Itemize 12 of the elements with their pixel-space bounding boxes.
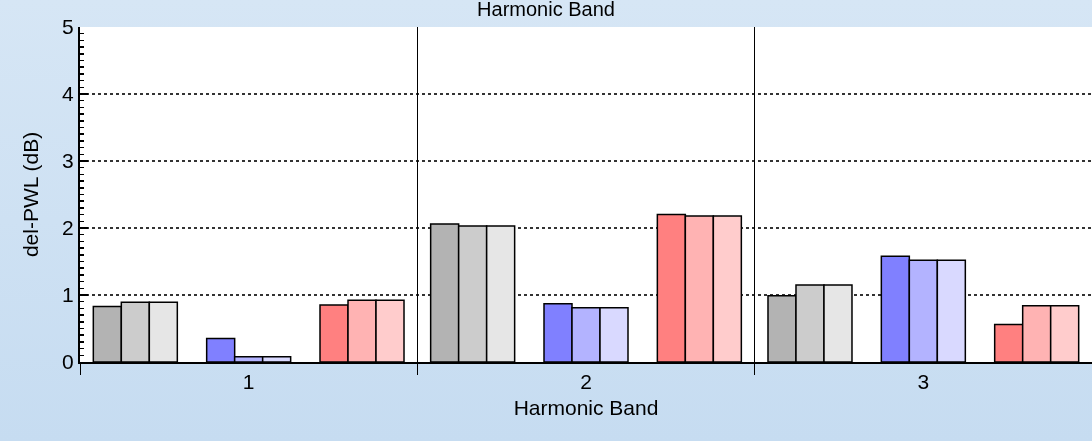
- chart-title: Harmonic Band: [477, 0, 615, 21]
- y-tick-label: 2: [62, 216, 74, 240]
- y-tick-label: 0: [62, 350, 74, 374]
- y-tick-label: 5: [62, 15, 74, 39]
- y-tick-label: 1: [62, 283, 74, 307]
- x-tick-label: 3: [917, 370, 930, 394]
- y-tick-label: 4: [62, 82, 75, 106]
- y-tick-label: 3: [62, 149, 74, 173]
- x-axis-title: Harmonic Band: [513, 395, 659, 419]
- x-tick-label: 1: [242, 370, 255, 394]
- y-axis-title: del-PWL (dB): [18, 131, 42, 258]
- x-tick-label: 2: [580, 370, 592, 394]
